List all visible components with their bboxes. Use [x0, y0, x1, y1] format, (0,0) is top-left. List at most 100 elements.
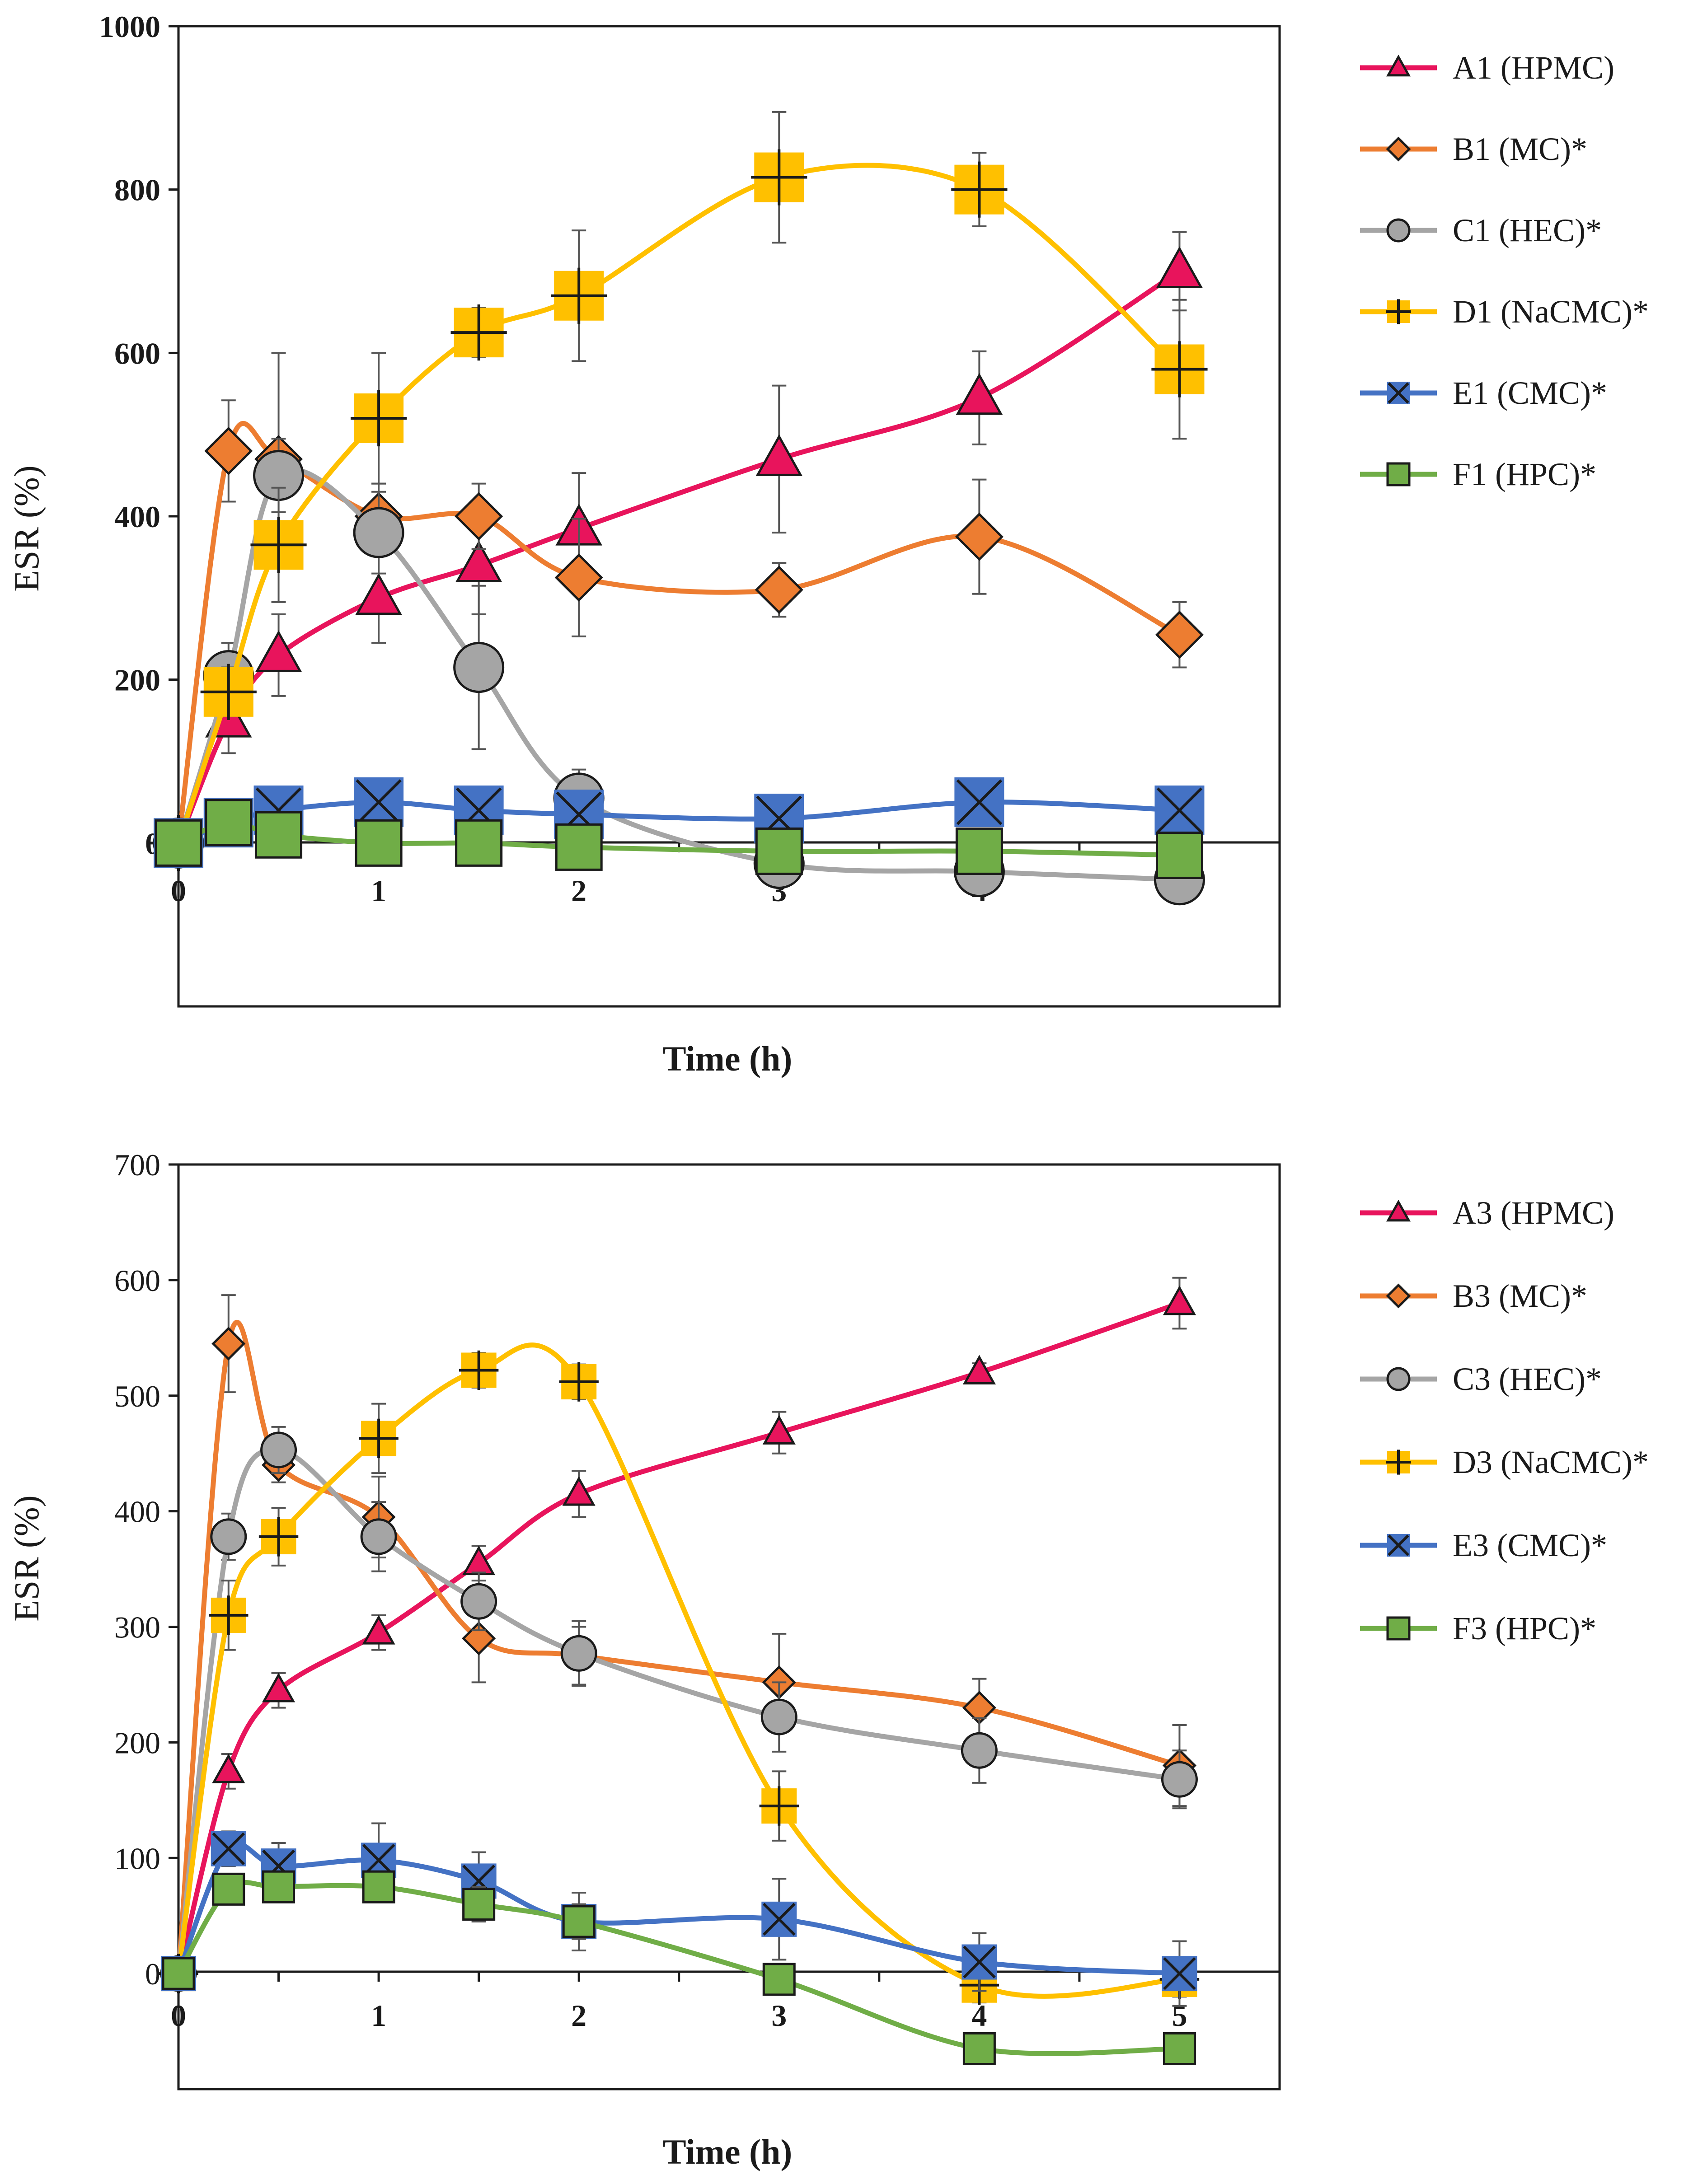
- series-line: [176, 269, 1182, 846]
- x-axis-title: Time (h): [663, 1039, 793, 1078]
- legend-marker: [1386, 299, 1411, 324]
- data-point: [1154, 786, 1205, 835]
- legend-marker: [1386, 1283, 1411, 1309]
- series-c1-hec: [153, 438, 1205, 906]
- x-tick-label: 1: [371, 874, 386, 908]
- data-point: [200, 664, 257, 720]
- legend-item-c1-hec: C1 (HEC)*: [1360, 212, 1602, 248]
- data-point: [951, 161, 1008, 218]
- data-point: [761, 1901, 797, 1937]
- legend-item-d3-nacmc: D3 (NaCMC)*: [1360, 1444, 1649, 1480]
- data-point: [212, 1754, 245, 1783]
- data-point: [954, 777, 1004, 827]
- legend-label: B1 (MC)*: [1453, 131, 1587, 167]
- legend-item-b3-mc: B3 (MC)*: [1360, 1278, 1587, 1314]
- data-point: [955, 827, 1003, 875]
- data-point: [453, 642, 505, 693]
- legend-label: A3 (HPMC): [1453, 1195, 1614, 1231]
- plot-area-frame: [177, 25, 1281, 1008]
- legend-marker: [1386, 1450, 1411, 1475]
- series-line: [176, 1319, 1182, 1976]
- data-point: [1163, 2032, 1196, 2065]
- series-a1-hpmc: [155, 231, 1203, 860]
- data-point: [555, 823, 603, 871]
- y-axis-title: ESR (%): [7, 465, 46, 591]
- data-point: [560, 1635, 597, 1672]
- y-tick-label: 1000: [99, 9, 160, 44]
- legend: A3 (HPMC) B3 (MC)* C3 (HEC)* D3 (NaCMC)* E3 …: [1360, 1195, 1649, 1646]
- series-a3-hpmc: [162, 1277, 1196, 1986]
- data-point: [210, 1518, 247, 1555]
- series-f3-hpc: [162, 1870, 1196, 2065]
- legend-item-e3-cmc: E3 (CMC)*: [1360, 1527, 1607, 1563]
- series-c3-hec: [160, 1426, 1198, 1992]
- marker-x-b: [1163, 1957, 1196, 1990]
- y-tick-label: 600: [114, 336, 160, 370]
- data-point: [462, 1621, 496, 1656]
- series-line: [176, 163, 1182, 846]
- esr-chart-top: 02004006008001000012345Time (h)ESR (%)A1…: [7, 9, 1649, 1078]
- data-point: [462, 1545, 496, 1576]
- legend-label: A1 (HPMC): [1453, 50, 1614, 86]
- y-tick-label: 500: [114, 1379, 160, 1413]
- data-point: [212, 1872, 245, 1906]
- series-line: [176, 1447, 1182, 1976]
- data-point: [956, 373, 1003, 415]
- legend-item-a3-hpmc: A3 (HPMC): [1360, 1195, 1614, 1231]
- data-point: [162, 1957, 195, 1990]
- marker-x-b: [1156, 787, 1203, 833]
- data-point: [562, 1476, 596, 1506]
- legend-label: D1 (NaCMC)*: [1453, 294, 1649, 330]
- data-point: [362, 1615, 395, 1645]
- data-point: [559, 1362, 599, 1402]
- data-point: [455, 819, 503, 867]
- x-tick-label: 2: [571, 874, 586, 908]
- data-point: [462, 1888, 496, 1921]
- data-point: [760, 1698, 797, 1735]
- data-point: [762, 1415, 796, 1445]
- legend-item-c3-hec: C3 (HEC)*: [1360, 1361, 1602, 1397]
- legend-item-f3-hpc: F3 (HPC)*: [1360, 1610, 1596, 1646]
- series-d3-nacmc: [159, 1342, 1200, 2005]
- series-line: [176, 1841, 1182, 1976]
- data-point: [255, 630, 302, 672]
- data-point: [260, 1431, 297, 1468]
- y-axis-title: ESR (%): [7, 1495, 46, 1621]
- data-point: [1163, 1285, 1196, 1315]
- marker-x-b: [762, 1903, 796, 1936]
- data-point: [961, 1732, 998, 1769]
- legend-label: F1 (HPC)*: [1453, 456, 1596, 492]
- data-point: [455, 540, 502, 582]
- data-point: [360, 1518, 397, 1555]
- data-point: [1151, 341, 1208, 398]
- y-tick-label: 800: [114, 173, 160, 207]
- data-point: [551, 267, 607, 324]
- data-point: [211, 1831, 246, 1866]
- marker-x-b: [963, 1945, 996, 1978]
- data-point: [262, 1870, 296, 1903]
- data-point: [450, 304, 507, 361]
- x-tick-label: 0: [171, 874, 186, 908]
- data-point: [262, 1673, 296, 1702]
- data-point: [353, 507, 404, 558]
- legend-marker: [1386, 218, 1411, 243]
- data-point: [355, 819, 403, 867]
- legend-label: F3 (HPC)*: [1453, 1610, 1596, 1646]
- legend-marker: [1386, 1367, 1411, 1391]
- data-point: [204, 426, 253, 475]
- legend-marker: [1386, 136, 1411, 162]
- data-point: [1155, 831, 1203, 879]
- data-point: [962, 2032, 996, 2065]
- legend-item-d1-nacmc: D1 (NaCMC)*: [1360, 294, 1649, 330]
- series-f1-hpc: [155, 799, 1203, 879]
- y-tick-label: 200: [114, 663, 160, 697]
- legend-label: E3 (CMC)*: [1453, 1527, 1607, 1563]
- x-tick-label: 1: [371, 1998, 386, 2033]
- series-b1-mc: [154, 352, 1204, 867]
- legend-marker: [1386, 1616, 1411, 1641]
- x-axis-title: Time (h): [663, 2132, 793, 2171]
- data-point: [350, 390, 407, 447]
- data-point: [1155, 610, 1204, 659]
- y-tick-label: 400: [114, 500, 160, 534]
